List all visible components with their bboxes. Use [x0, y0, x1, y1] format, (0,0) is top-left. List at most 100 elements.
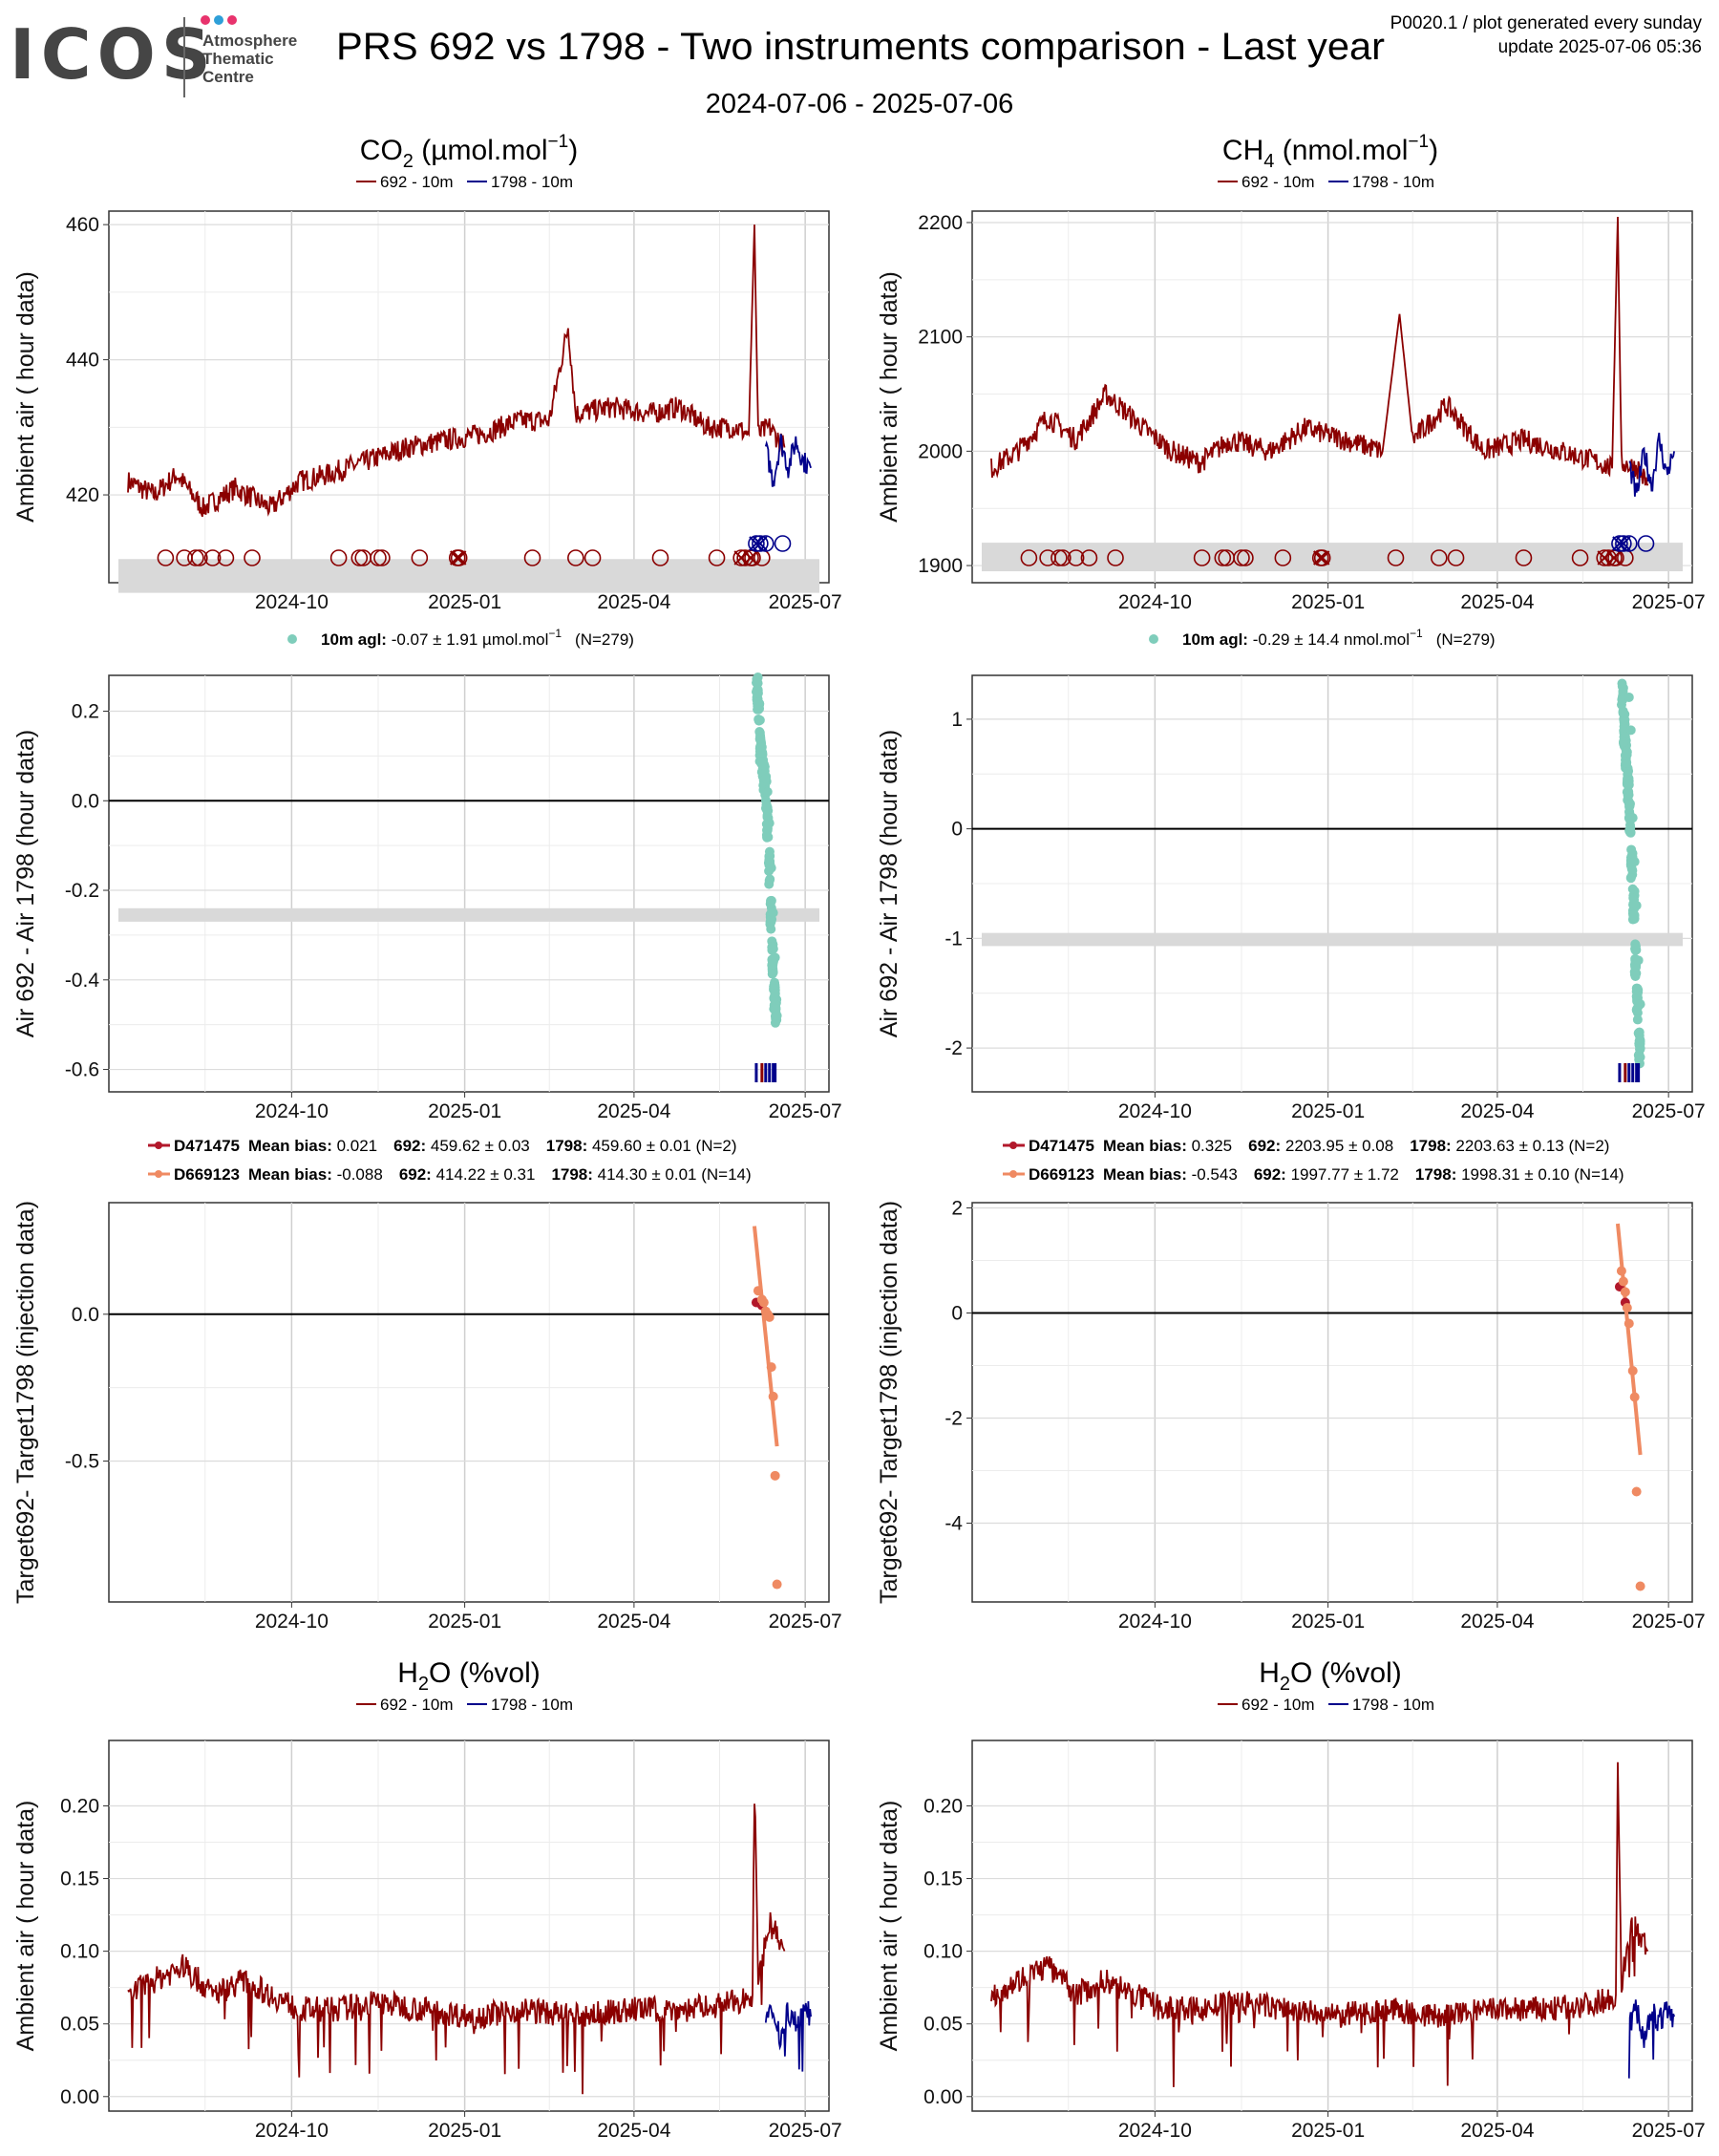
- x-tick-label: 2025-07: [1632, 2120, 1706, 2142]
- co2-column-header: CO2 (µmol.mol−1) 692 - 10m 1798 - 10m: [356, 132, 578, 191]
- y-tick-label: 0.05: [923, 2014, 963, 2036]
- flag-circle-692: [1313, 549, 1331, 566]
- flag-circle-692: [1515, 549, 1533, 566]
- flag-circle-692: [191, 549, 208, 566]
- flag-circle-692: [736, 549, 753, 566]
- flag-cross-692: [1606, 550, 1622, 566]
- diff-point: [1634, 1035, 1645, 1046]
- diff-point: [770, 952, 780, 963]
- diff-point: [1624, 692, 1634, 702]
- diff-point: [770, 979, 780, 990]
- co2-header-title: CO2 (µmol.mol−1): [360, 132, 578, 172]
- target-point-D669123: [1616, 1266, 1626, 1276]
- target-point-D669123: [766, 1362, 776, 1373]
- flag-cross-692: [1314, 550, 1330, 566]
- diff-point: [1625, 873, 1636, 884]
- diff-point: [1625, 725, 1636, 736]
- ch4-header-title: CH4 (nmol.mol−1): [1222, 132, 1438, 172]
- x-tick-label: 2025-04: [1460, 591, 1534, 613]
- x-tick-label: 2025-07: [769, 591, 842, 613]
- target-point-D669123: [768, 1391, 778, 1401]
- diff-point: [754, 715, 765, 725]
- flag-circle-692: [1387, 549, 1405, 566]
- x-tick-label: 2025-04: [1460, 1100, 1534, 1122]
- y-tick-label: -2: [944, 1037, 963, 1059]
- y-axis-label: Target692- Target1798 (injection data): [12, 1201, 39, 1604]
- target-point-D669123: [1631, 1486, 1642, 1497]
- plot-area: [971, 1740, 1693, 2112]
- uncertainty-band: [118, 559, 819, 593]
- x-tick-label: 2025-07: [769, 1100, 842, 1122]
- flag-circle-692: [651, 549, 669, 566]
- y-axis-label: Air 692 - Air 1798 (hour data): [876, 730, 902, 1037]
- logo-dot-3: [227, 15, 237, 25]
- diff-legend-text: 10m agl: -0.29 ± 14.4 nmol.mol−1 (N=279): [1182, 627, 1496, 649]
- legend-label-692: 692 - 10m: [380, 173, 454, 191]
- logo-dot-2: [214, 15, 223, 25]
- diff-point: [1634, 1027, 1645, 1037]
- plot-area: [108, 210, 830, 584]
- x-tick-label: 2025-01: [428, 1100, 501, 1122]
- y-tick-label: -4: [944, 1513, 963, 1535]
- h2o-header-title: H2O (%vol): [1259, 1657, 1401, 1695]
- target-point-D669123: [1627, 1366, 1638, 1376]
- diff-point: [1625, 827, 1636, 838]
- y-tick-label: -0.5: [65, 1450, 99, 1472]
- diff-point: [766, 924, 776, 934]
- update-info: update 2025-07-06 05:36: [1498, 37, 1702, 57]
- series-line-1798: [1628, 432, 1675, 497]
- y-tick-label: 1: [951, 709, 963, 731]
- flag-circle-1798: [1620, 535, 1638, 552]
- flag-circle-692: [1080, 549, 1098, 566]
- diff-point: [753, 688, 763, 698]
- y-axis-label: Air 692 - Air 1798 (hour data): [12, 730, 39, 1037]
- plot-area: [108, 674, 830, 1093]
- y-tick-label: -0.6: [65, 1059, 99, 1081]
- diff-point: [768, 907, 778, 918]
- tank-legend-row: D669123 Mean bias: -0.088 692: 414.22 ± 0.…: [148, 1165, 752, 1184]
- plot-area: [108, 1740, 830, 2112]
- date-range: 2024-07-06 - 2025-07-06: [706, 89, 1013, 119]
- flag-circle-692: [370, 549, 387, 566]
- diff-point: [764, 846, 775, 857]
- flag-circle-692: [523, 549, 541, 566]
- tank-swatch-dot: [1009, 1142, 1017, 1149]
- co2-target-panel: 2024-10 2025-01 2025-04 2025-07 -0.5 0.0 Targe…: [12, 1201, 842, 1633]
- diff-point: [765, 874, 775, 885]
- x-tick-label: 2025-04: [1460, 2120, 1534, 2142]
- diff-point: [1617, 681, 1627, 692]
- x-tick-label: 2024-10: [255, 591, 329, 613]
- y-tick-label: -0.4: [65, 970, 100, 992]
- logo-subtitle-2: Thematic: [202, 50, 274, 68]
- x-tick-label: 2025-07: [769, 1611, 842, 1633]
- legend-label-692: 692 - 10m: [1242, 173, 1315, 191]
- series-line-1798: [1627, 1999, 1675, 2079]
- flag-circle-692: [1233, 549, 1250, 566]
- y-tick-label: 2200: [918, 212, 963, 234]
- diff-point: [1633, 955, 1644, 966]
- flag-cross-1798: [749, 536, 764, 551]
- legend-label-1798: 1798 - 10m: [1352, 1696, 1434, 1714]
- diff-point: [1629, 857, 1640, 867]
- target-point-D669123: [1624, 1318, 1634, 1329]
- plot-area: [108, 1202, 830, 1603]
- diff-legend-marker: [287, 634, 297, 644]
- y-axis-label: Ambient air ( hour data): [876, 1801, 902, 2052]
- y-axis-label: Target692- Target1798 (injection data): [876, 1201, 902, 1604]
- y-axis-label: Ambient air ( hour data): [12, 271, 39, 523]
- flag-circle-692: [1274, 549, 1292, 566]
- flag-cross-692: [743, 550, 758, 566]
- diff-point: [753, 704, 763, 715]
- ch4-ambient-panel: 2024-10 2025-01 2025-04 2025-07 1900 2000 2100…: [876, 210, 1706, 613]
- chart-panels: 2024-10 2025-01 2025-04 2025-07 420 440 460 Amb…: [12, 210, 1706, 2142]
- diff-point: [1626, 844, 1637, 855]
- flag-circle-692: [1431, 549, 1448, 566]
- y-axis-label: Ambient air ( hour data): [876, 271, 902, 523]
- tank-legend-text: D471475 Mean bias: 0.325 692: 2203.95 ± 0.…: [1029, 1137, 1609, 1155]
- x-tick-label: 2024-10: [255, 1100, 329, 1122]
- series-line-692: [127, 224, 786, 518]
- diff-legend-marker: [1149, 634, 1158, 644]
- legend-label-1798: 1798 - 10m: [491, 1696, 573, 1714]
- diff-point: [1619, 736, 1629, 747]
- series-line-692: [990, 216, 1649, 486]
